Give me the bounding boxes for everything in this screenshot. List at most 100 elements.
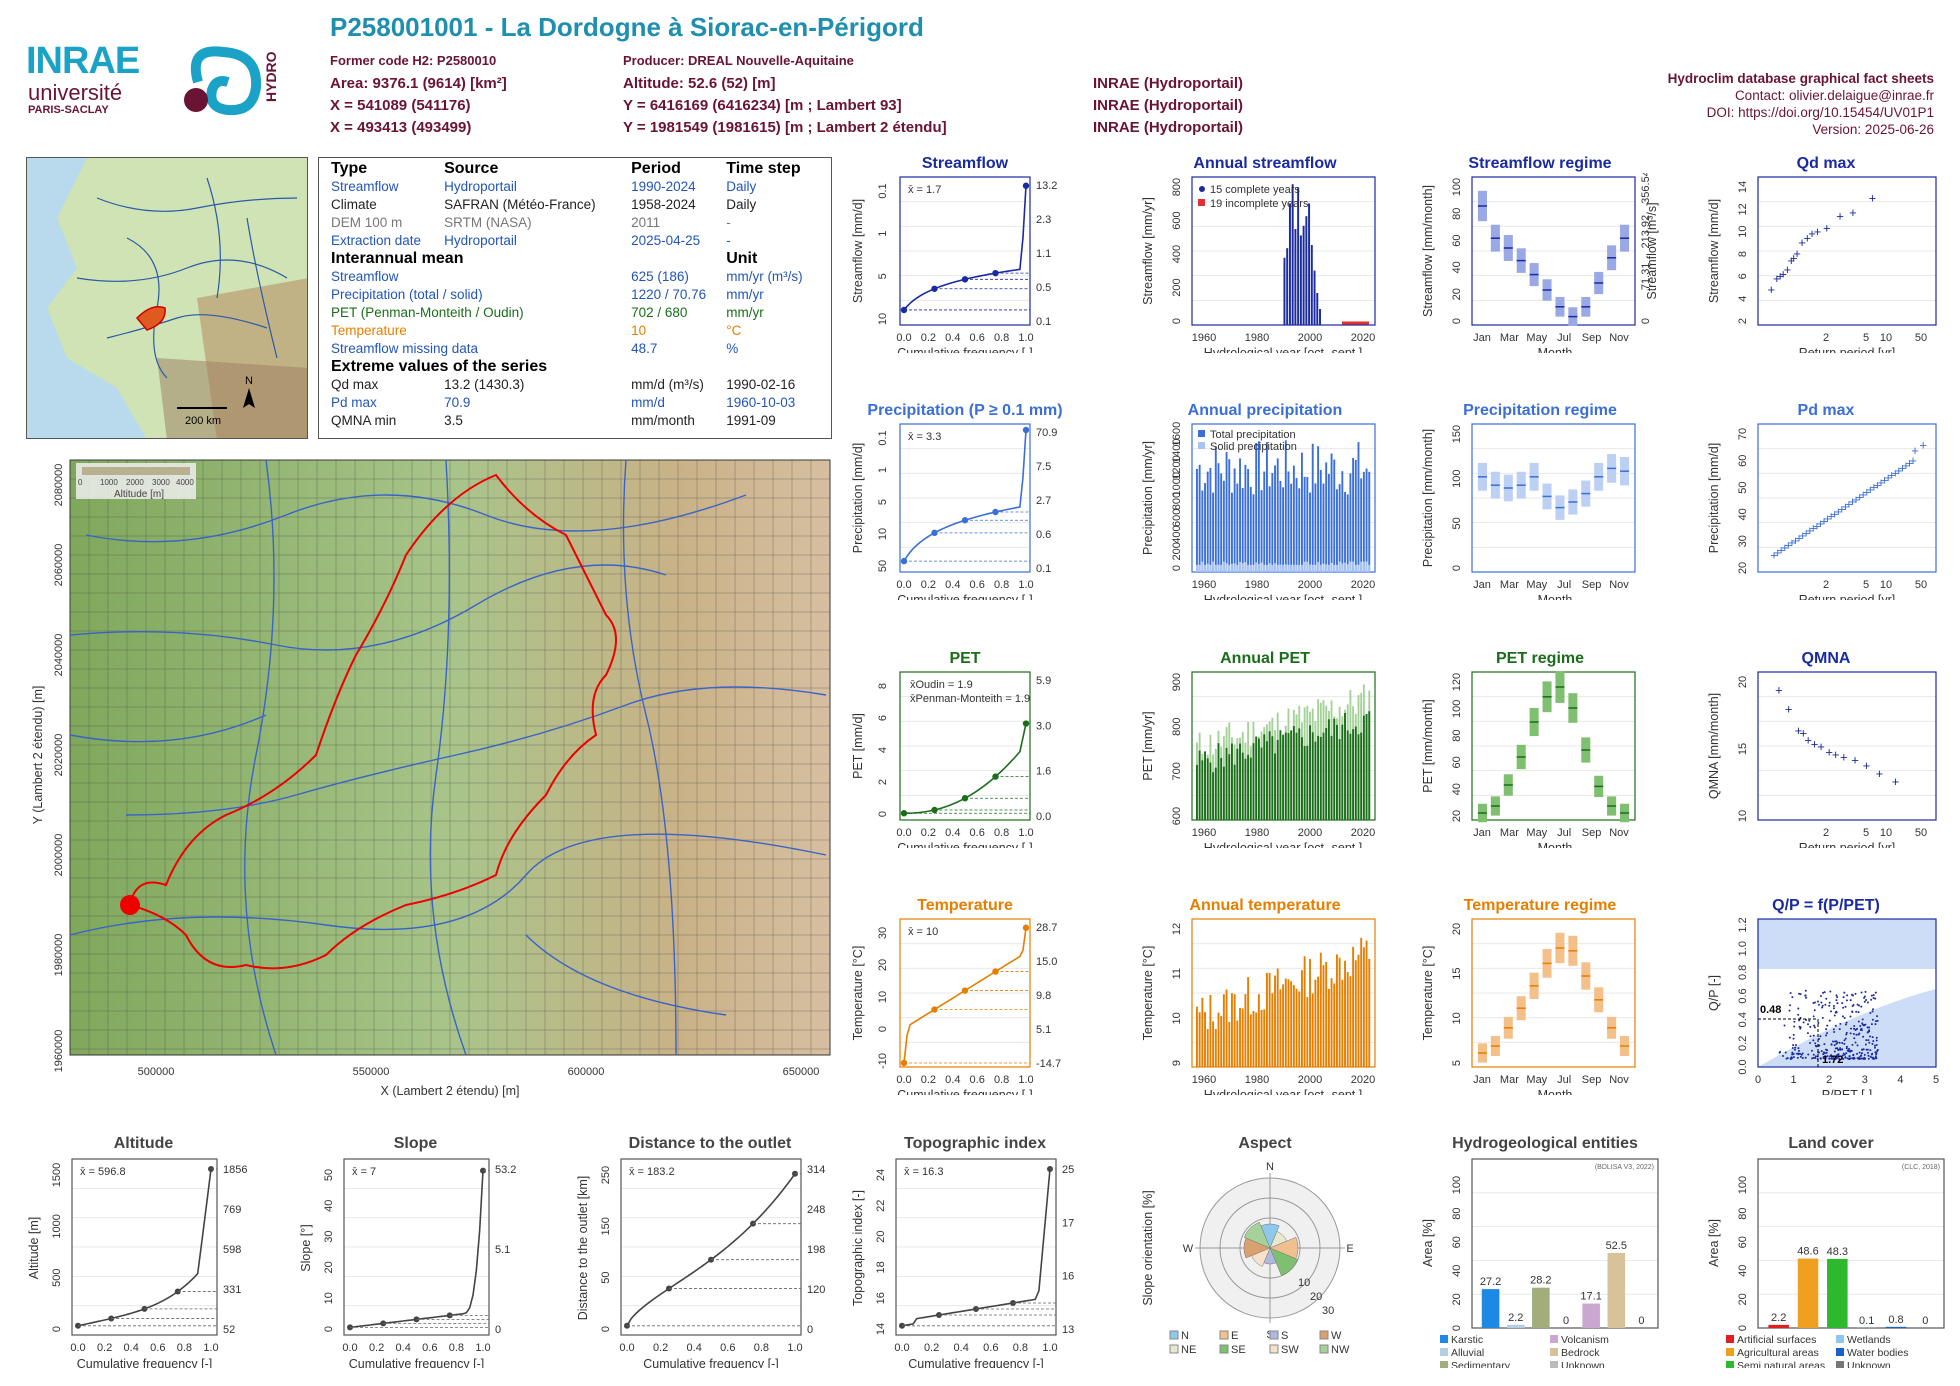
y-tick-label: 1 (877, 467, 889, 473)
scatter-point (1864, 1043, 1867, 1046)
plot-frame (895, 1158, 1057, 1336)
bar (1204, 1012, 1206, 1067)
scatter-point (1829, 1010, 1832, 1013)
scatter-point (1778, 1051, 1781, 1054)
panel-title: Qd max (1796, 155, 1856, 172)
mean-label: x̄ = 10 (908, 926, 938, 938)
scatter-point (1814, 1044, 1817, 1047)
bar (1346, 730, 1349, 820)
mean-label: x̄ = 16.3 (904, 1166, 943, 1178)
bar-value: 28.2 (1530, 1275, 1551, 1287)
bar (1330, 735, 1333, 820)
aspect-sector (1269, 1247, 1299, 1277)
data-point: + (1814, 224, 1822, 239)
scatter-point (1851, 1010, 1854, 1013)
bar-value: 48.6 (1797, 1246, 1818, 1258)
y-tick-label: 0.8 (1737, 965, 1749, 980)
bar (1344, 562, 1346, 572)
x-tick-label: 2020 (1351, 332, 1375, 344)
bar (1317, 446, 1320, 572)
bar (1249, 486, 1252, 572)
qp-value: 0.48 (1760, 1004, 1781, 1016)
data-point: + (1840, 750, 1848, 765)
scatter-point (1875, 1036, 1878, 1039)
bar (1352, 729, 1355, 820)
bar (1322, 965, 1325, 1067)
data-point: + (1859, 487, 1867, 502)
legend-label: Volcanism (1561, 1334, 1609, 1346)
bar (1217, 1012, 1220, 1067)
scatter-point (1797, 1007, 1800, 1010)
scatter-point (1842, 1052, 1845, 1055)
quantile-label: 0.6 (1036, 529, 1051, 541)
x-tick-label: 0.6 (150, 1342, 165, 1354)
scatter-point (1868, 1041, 1871, 1044)
scatter-point (1812, 1015, 1815, 1018)
x-tick-label: Jan (1473, 579, 1491, 591)
quantile-label: 13 (1062, 1324, 1074, 1336)
scatter-point (1841, 1002, 1844, 1005)
bar (1317, 976, 1320, 1067)
data-point: + (1827, 509, 1835, 524)
bar (1282, 564, 1285, 572)
bar (1276, 739, 1279, 820)
bar (1341, 471, 1344, 572)
bar (1244, 994, 1247, 1067)
y-tick-label: 1500 (51, 1163, 63, 1187)
data-point: + (1823, 221, 1831, 236)
bar (1330, 978, 1333, 1067)
y-tick-label: 5 (877, 499, 889, 505)
bar (1249, 757, 1252, 820)
x-tick-label: 0.8 (994, 827, 1009, 839)
y-tick-label: 0 (877, 1026, 889, 1032)
scatter-point (1862, 1057, 1865, 1060)
x-axis-label: Return period [yr] (1799, 593, 1896, 600)
x-tick-label: 0.6 (422, 1342, 437, 1354)
bar (1231, 743, 1233, 820)
legend-label: NW (1331, 1344, 1350, 1356)
bar (1341, 724, 1344, 820)
legend-swatch (1550, 1335, 1558, 1343)
bar (1209, 994, 1212, 1067)
doi-link[interactable]: DOI: https://doi.org/10.15454/UV01P1 (1706, 105, 1934, 120)
bar (1236, 483, 1239, 572)
scatter-point (1871, 1042, 1874, 1045)
x-tick-label: 1960 (1192, 1074, 1216, 1086)
scatter-point (1809, 1042, 1812, 1045)
scatter-point (1848, 1055, 1851, 1058)
x-tick-label: 0.6 (720, 1342, 735, 1354)
scatter-point (1874, 991, 1877, 994)
bar (1268, 486, 1271, 572)
scatter-point (1874, 997, 1877, 1000)
bar (1271, 993, 1274, 1067)
data-point: + (1911, 443, 1919, 458)
scatter-point (1859, 1025, 1862, 1028)
x-tick-label: 2020 (1351, 579, 1375, 591)
x-tick-label: 2 (1823, 579, 1829, 591)
y-tick-label: 700 (1171, 762, 1183, 780)
bar-value: 27.2 (1480, 1276, 1501, 1288)
scatter-point (1783, 1024, 1786, 1027)
scatter-point (1843, 991, 1846, 994)
scatter-point (1798, 992, 1801, 995)
db-title: Hydroclim database graphical fact sheets (1667, 71, 1934, 86)
bar (1263, 564, 1266, 572)
scatter-point (1839, 1047, 1842, 1050)
bar (1325, 961, 1328, 1067)
scatter-point (1823, 991, 1826, 994)
x-tick-label: 1960 (1192, 579, 1216, 591)
panel-title: Slope (393, 1135, 438, 1152)
y-tick-label: 100 (1737, 1176, 1749, 1194)
legend-label: SW (1281, 1344, 1299, 1356)
x-axis-label: Cumulative frequency [-] (897, 1088, 1032, 1095)
contact[interactable]: Contact: olivier.delaigue@inrae.fr (1734, 88, 1934, 103)
scatter-point (1832, 1055, 1835, 1058)
scatter-point (1797, 1013, 1800, 1016)
bar (1303, 476, 1306, 572)
y-tick-label: 20 (1451, 288, 1463, 300)
scatter-point (1835, 999, 1838, 1002)
x-axis-label: P/PET [-] (1822, 1088, 1872, 1095)
data-point: + (1777, 542, 1785, 557)
x-tick-label: May (1526, 1074, 1547, 1086)
plot-frame (1471, 1158, 1659, 1329)
